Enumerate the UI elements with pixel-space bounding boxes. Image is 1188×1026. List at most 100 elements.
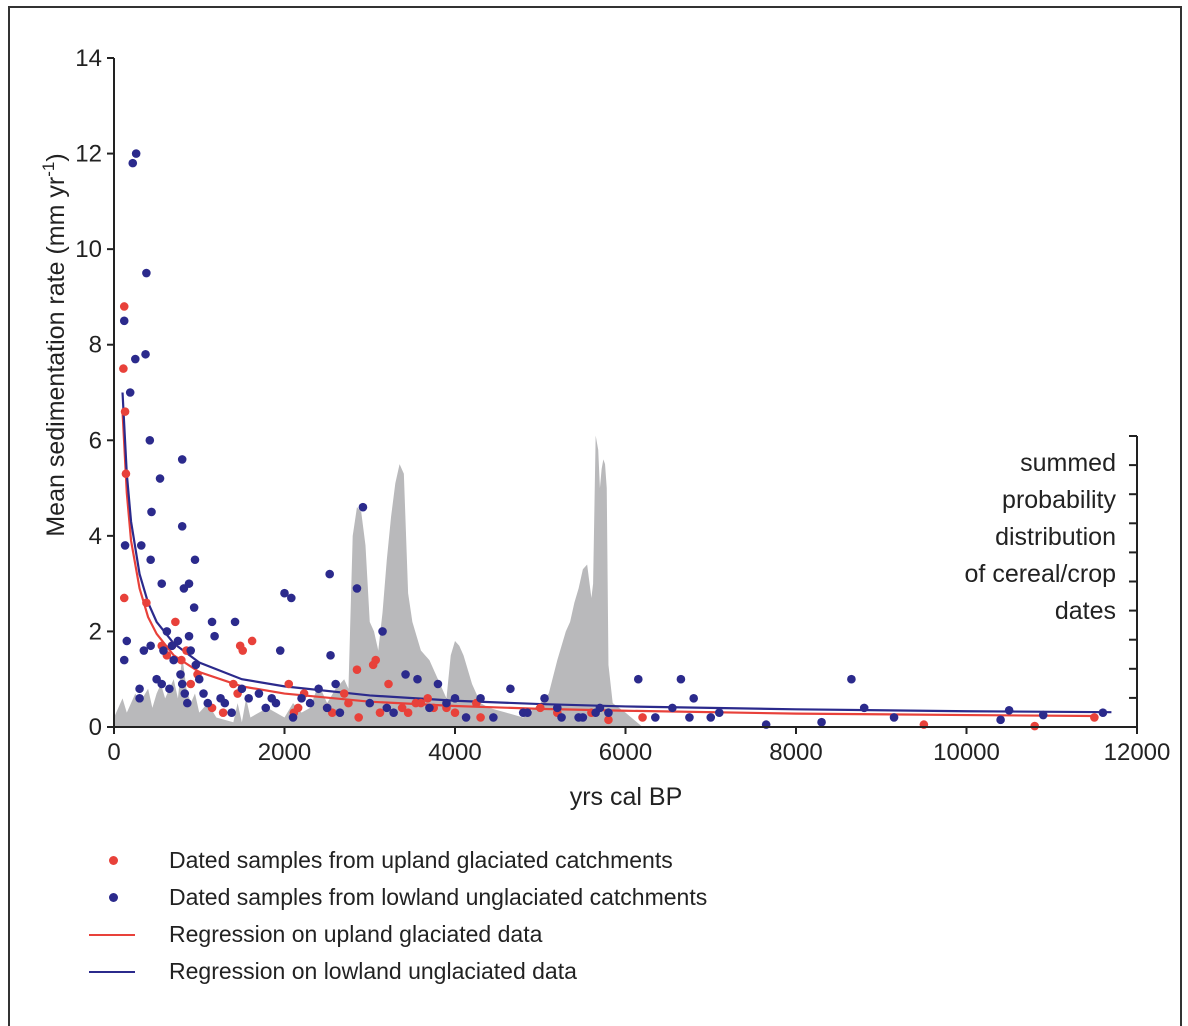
lowland-point (147, 507, 156, 517)
upland-point (293, 703, 303, 713)
x-tick-label: 8000 (769, 739, 822, 766)
upland-point (284, 679, 294, 689)
lowland-point (157, 579, 167, 588)
upland-point (229, 679, 238, 689)
lowland-point (540, 694, 549, 703)
lowland-point (275, 646, 285, 655)
legend-label: Dated samples from lowland unglaciated c… (169, 884, 708, 910)
lowland-point (237, 684, 247, 694)
lowland-point (203, 698, 213, 708)
lowland-point (1038, 710, 1048, 720)
upland-point (371, 655, 381, 665)
lowland-point (194, 674, 204, 684)
lowland-point (184, 579, 194, 588)
lowland-point (141, 349, 150, 359)
x-tick-label: 2000 (258, 739, 311, 766)
x-axis-title: yrs cal BP (570, 783, 683, 811)
y-tick-label: 6 (89, 427, 102, 454)
lowland-point (287, 593, 296, 603)
lowland-point (254, 689, 264, 698)
lowland-point (155, 474, 165, 483)
y-tick-label: 12 (75, 141, 102, 168)
lowland-point (288, 713, 298, 722)
lowland-point (996, 715, 1005, 725)
secondary-axis-label-line: dates (1055, 597, 1116, 625)
lowland-point (142, 268, 151, 278)
upland-point (120, 407, 130, 416)
lowland-point (685, 713, 694, 722)
lowland-point (889, 713, 899, 722)
spd-area (114, 435, 643, 727)
lowland-point (159, 646, 168, 655)
lowland-point (706, 713, 716, 722)
lowland-point (689, 694, 698, 703)
lowland-point (578, 713, 588, 722)
upland-point (397, 703, 407, 713)
lowland-point (633, 674, 643, 684)
lowland-point (1004, 705, 1014, 715)
lowland-point (378, 627, 387, 636)
lowland-point (442, 698, 451, 708)
y-tick-label: 0 (89, 714, 102, 741)
upland-point (604, 715, 613, 725)
lowland-point (165, 684, 174, 694)
legend-red-line-marker (89, 934, 135, 936)
upland-point (344, 698, 353, 708)
lowland-point (297, 694, 306, 703)
upland-point (450, 708, 460, 717)
upland-point (247, 636, 257, 646)
upland-point (119, 364, 128, 373)
lowland-point (331, 679, 340, 689)
lowland-point (425, 703, 434, 713)
lowland-point (183, 698, 192, 708)
lowland-point (131, 354, 140, 364)
upland-point (142, 598, 151, 608)
lowland-point (261, 703, 271, 713)
lowland-point (382, 703, 392, 713)
upland-point (416, 698, 426, 708)
lowland-point (326, 651, 335, 660)
upland-point (177, 655, 186, 665)
lowland-point (122, 636, 132, 646)
upland-point (423, 694, 433, 703)
lowland-point (177, 522, 187, 531)
lowland-point (210, 631, 219, 641)
secondary-axis-label-line: probability (1002, 486, 1116, 514)
lowland-point (125, 388, 135, 397)
lowland-point (190, 555, 200, 565)
lowland-point (714, 708, 724, 717)
y-tick-label: 14 (75, 45, 102, 72)
points-layer (119, 149, 1108, 731)
lowland-point (180, 689, 190, 698)
lowland-point (131, 149, 141, 158)
lowland-point (230, 617, 240, 627)
lowland-point (325, 569, 334, 579)
lowland-point (186, 646, 196, 655)
upland-point (218, 708, 228, 717)
lowland-point (157, 679, 167, 689)
lowland-point (847, 674, 856, 684)
upland-point (238, 646, 248, 655)
lowland-point (553, 703, 562, 713)
lowland-point (476, 694, 485, 703)
lowland-point (352, 584, 362, 593)
lowland-point (506, 684, 515, 694)
legend-label: Dated samples from upland glaciated catc… (169, 847, 673, 873)
lowland-point (271, 698, 281, 708)
x-tick-label: 4000 (428, 739, 481, 766)
lowland-point (167, 641, 177, 651)
legend-label: Regression on lowland unglaciated data (169, 958, 577, 984)
upland-point (476, 713, 485, 722)
lowland-point (119, 316, 129, 326)
upland-point (354, 713, 363, 722)
upland-point (171, 617, 180, 627)
secondary-axis-label: summed probability distribution of cereal/c… (965, 449, 1117, 625)
upland-point (375, 708, 385, 717)
lowland-point (145, 435, 155, 445)
upland-point (638, 713, 647, 722)
lowland-point (177, 455, 187, 464)
lowland-point (191, 660, 201, 670)
y-axis-title: Mean sedimentation rate (mm yr-1) (39, 153, 70, 536)
regression-lines-layer (121, 392, 1112, 718)
y-tick-label: 4 (89, 523, 102, 550)
